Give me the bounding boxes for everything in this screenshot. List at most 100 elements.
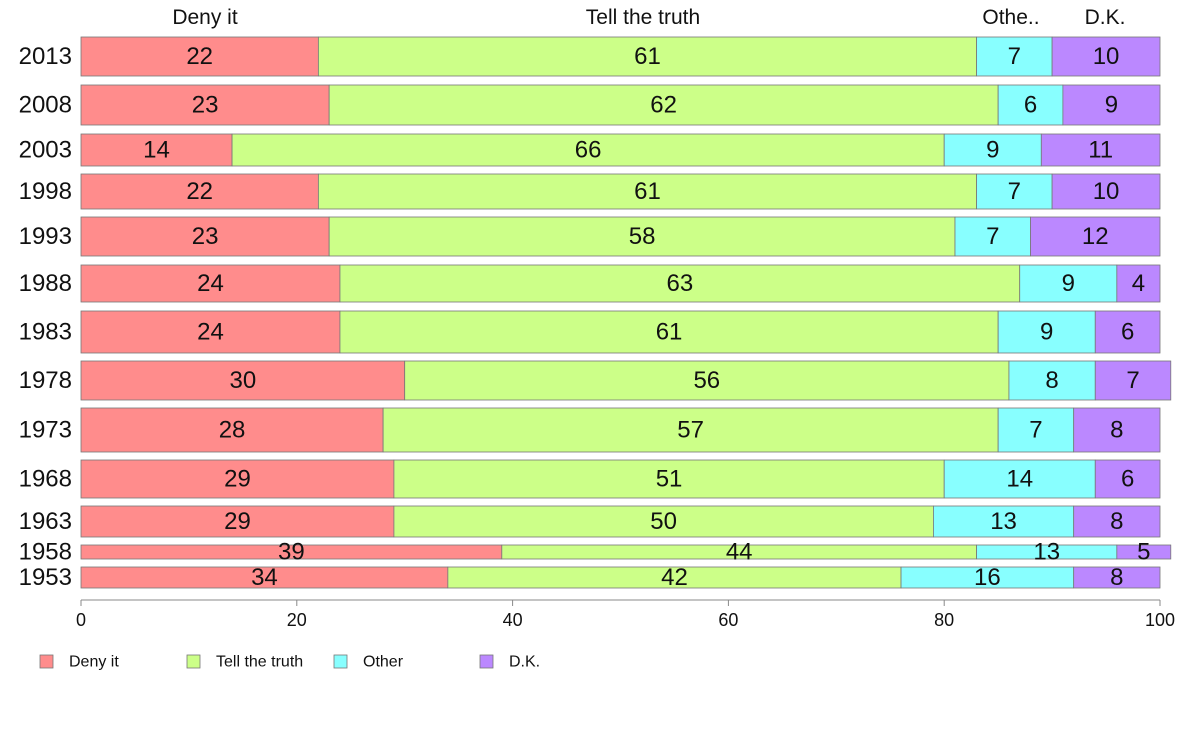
data-label-1968-series-3: 14 xyxy=(1006,466,1033,493)
column-header-4: D.K. xyxy=(1085,6,1126,29)
y-tick-label-2008: 2008 xyxy=(19,92,72,119)
bar-2013-series-4 xyxy=(1051,36,1161,77)
y-tick-label-1998: 1998 xyxy=(19,178,72,205)
data-label-2008-series-4: 9 xyxy=(1105,92,1118,119)
bar-1973-series-3 xyxy=(997,407,1075,453)
column-header-3: Othe.. xyxy=(982,6,1039,29)
bar-2013-series-3 xyxy=(976,36,1053,77)
y-tick-label-2003: 2003 xyxy=(19,137,72,164)
legend-label-2: Tell the truth xyxy=(216,654,303,671)
data-label-1978-series-3: 8 xyxy=(1045,367,1058,394)
bar-1953-series-4 xyxy=(1073,566,1161,589)
bar-1968-series-1 xyxy=(80,459,395,499)
data-label-1958-series-4: 5 xyxy=(1137,539,1150,566)
column-header-1: Deny it xyxy=(172,6,238,29)
data-label-1988-series-2: 63 xyxy=(666,270,693,297)
bar-1958-series-4 xyxy=(1116,544,1172,560)
bar-1988-series-1 xyxy=(80,264,341,303)
data-label-2013-series-2: 61 xyxy=(634,43,661,70)
bar-1998-series-1 xyxy=(80,173,319,210)
data-label-1998-series-1: 22 xyxy=(186,178,213,205)
data-label-1993-series-2: 58 xyxy=(629,223,656,250)
data-label-2003-series-4: 11 xyxy=(1088,137,1113,164)
data-label-1988-series-1: 24 xyxy=(197,270,224,297)
data-label-2013-series-1: 22 xyxy=(186,43,213,70)
data-label-1978-series-1: 30 xyxy=(229,367,256,394)
bar-1993-series-3 xyxy=(954,216,1031,257)
data-label-1998-series-3: 7 xyxy=(1008,178,1021,205)
data-label-1973-series-4: 8 xyxy=(1110,417,1123,444)
legend-label-3: Other xyxy=(363,654,404,671)
data-label-1978-series-2: 56 xyxy=(693,367,720,394)
data-label-2008-series-3: 6 xyxy=(1024,92,1037,119)
y-tick-label-1973: 1973 xyxy=(19,417,72,444)
y-tick-label-1983: 1983 xyxy=(19,319,72,346)
bar-1998-series-2 xyxy=(317,173,977,210)
y-tick-label-1993: 1993 xyxy=(19,223,72,250)
legend-label-4: D.K. xyxy=(509,654,540,671)
bar-1973-series-2 xyxy=(382,407,999,453)
bar-1963-series-2 xyxy=(393,505,934,538)
data-label-1963-series-1: 29 xyxy=(224,508,251,535)
bar-1993-series-1 xyxy=(80,216,330,257)
bar-1963-series-1 xyxy=(80,505,395,538)
bar-1988-series-2 xyxy=(339,264,1021,303)
bar-1963-series-4 xyxy=(1073,505,1161,538)
data-label-2008-series-2: 62 xyxy=(650,92,677,119)
data-label-1958-series-2: 44 xyxy=(726,539,753,566)
legend-swatch-3 xyxy=(333,654,348,669)
bar-1978-series-4 xyxy=(1094,360,1172,401)
x-tick-label-80: 80 xyxy=(934,610,954,630)
bar-1993-series-4 xyxy=(1030,216,1161,257)
bar-1988-series-4 xyxy=(1116,264,1161,303)
x-tick-label-100: 100 xyxy=(1145,610,1175,630)
data-label-1978-series-4: 7 xyxy=(1126,367,1139,394)
bar-1963-series-3 xyxy=(933,505,1075,538)
data-label-1998-series-2: 61 xyxy=(634,178,661,205)
data-label-1993-series-4: 12 xyxy=(1082,223,1109,250)
data-label-1973-series-1: 28 xyxy=(219,417,246,444)
data-label-1953-series-3: 16 xyxy=(974,564,1001,591)
data-label-1998-series-4: 10 xyxy=(1093,178,1120,205)
data-label-2003-series-2: 66 xyxy=(575,137,602,164)
data-label-1973-series-2: 57 xyxy=(677,417,704,444)
column-header-2: Tell the truth xyxy=(586,6,700,29)
bar-1973-series-4 xyxy=(1073,407,1161,453)
bar-2013-series-2 xyxy=(317,36,977,77)
data-label-1983-series-3: 9 xyxy=(1040,319,1053,346)
data-label-1988-series-3: 9 xyxy=(1062,270,1075,297)
y-tick-label-1988: 1988 xyxy=(19,270,72,297)
data-label-2008-series-1: 23 xyxy=(192,92,219,119)
data-label-1983-series-1: 24 xyxy=(197,319,224,346)
y-tick-label-2013: 2013 xyxy=(19,43,72,70)
data-label-2013-series-4: 10 xyxy=(1093,43,1120,70)
data-label-1953-series-1: 34 xyxy=(251,564,278,591)
data-label-2003-series-1: 14 xyxy=(143,137,170,164)
data-label-1958-series-1: 39 xyxy=(278,539,305,566)
data-label-1983-series-4: 6 xyxy=(1121,319,1134,346)
bar-1968-series-2 xyxy=(393,459,945,499)
data-label-1993-series-1: 23 xyxy=(192,223,219,250)
bar-2003-series-4 xyxy=(1040,133,1161,167)
data-label-1968-series-2: 51 xyxy=(656,466,683,493)
y-tick-label-1978: 1978 xyxy=(19,367,72,394)
data-label-1968-series-1: 29 xyxy=(224,466,251,493)
bar-2013-series-1 xyxy=(80,36,319,77)
data-label-1968-series-4: 6 xyxy=(1121,466,1134,493)
y-tick-label-1953: 1953 xyxy=(19,564,72,591)
legend-label-1: Deny it xyxy=(69,654,119,671)
data-label-2013-series-3: 7 xyxy=(1008,43,1021,70)
bar-1983-series-4 xyxy=(1094,310,1161,354)
data-label-1988-series-4: 4 xyxy=(1132,270,1145,297)
y-tick-label-1963: 1963 xyxy=(19,508,72,535)
bar-2008-series-4 xyxy=(1062,84,1161,126)
legend-swatch-4 xyxy=(479,654,494,669)
data-label-1953-series-4: 8 xyxy=(1110,564,1123,591)
bar-2008-series-3 xyxy=(997,84,1064,126)
bar-1993-series-2 xyxy=(328,216,956,257)
bar-1983-series-1 xyxy=(80,310,341,354)
data-label-1958-series-3: 13 xyxy=(1033,539,1060,566)
bar-1983-series-3 xyxy=(997,310,1096,354)
legend-swatch-2 xyxy=(186,654,201,669)
